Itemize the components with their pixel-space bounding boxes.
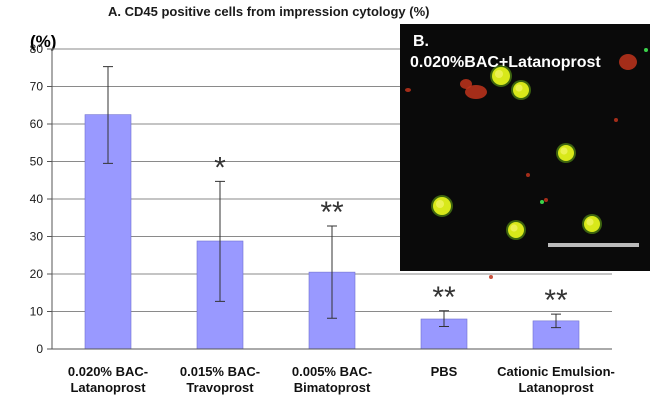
cell-highlight bbox=[586, 218, 594, 226]
red-debris bbox=[619, 54, 637, 70]
cell-highlight bbox=[510, 224, 518, 232]
y-tick-label: 0 bbox=[36, 342, 43, 356]
red-debris bbox=[544, 198, 548, 202]
significance-marker: * bbox=[214, 151, 226, 184]
red-debris bbox=[465, 85, 487, 99]
category-label: PBS bbox=[431, 364, 458, 379]
significance-marker: ** bbox=[320, 196, 344, 229]
micrograph-cells bbox=[405, 48, 648, 279]
category-label: Latanoprost bbox=[518, 380, 594, 395]
cell-highlight bbox=[435, 199, 445, 209]
red-debris bbox=[460, 79, 472, 89]
y-tick-label: 60 bbox=[30, 117, 44, 131]
significance-marker: ** bbox=[432, 281, 456, 314]
micrograph-inset: B. 0.020%BAC+Latanoprost bbox=[400, 24, 650, 279]
significance-marker: ** bbox=[544, 284, 568, 317]
y-tick-label: 20 bbox=[30, 267, 44, 281]
red-debris bbox=[489, 275, 493, 279]
red-debris bbox=[614, 118, 618, 122]
red-debris bbox=[526, 173, 530, 177]
red-debris bbox=[405, 88, 411, 92]
y-tick-label: 50 bbox=[30, 155, 44, 169]
category-label: 0.015% BAC- bbox=[180, 364, 260, 379]
green-dot bbox=[644, 48, 648, 52]
scale-bar bbox=[548, 243, 639, 247]
cell-highlight bbox=[515, 84, 523, 92]
y-tick-label: 80 bbox=[30, 42, 44, 56]
y-tick-labels: 0 10 20 30 40 50 60 70 80 bbox=[30, 42, 52, 356]
significance-markers: ***** ** bbox=[214, 151, 568, 317]
cell-highlight bbox=[494, 69, 504, 79]
category-label: Cationic Emulsion- bbox=[497, 364, 615, 379]
y-tick-label: 10 bbox=[30, 305, 44, 319]
chart-title: A. CD45 positive cells from impression c… bbox=[108, 4, 429, 19]
y-tick-label: 40 bbox=[30, 192, 44, 206]
inset-caption: 0.020%BAC+Latanoprost bbox=[410, 54, 601, 71]
category-label: Latanoprost bbox=[70, 380, 146, 395]
axes bbox=[51, 49, 612, 350]
y-tick-label: 70 bbox=[30, 80, 44, 94]
category-label: 0.020% BAC- bbox=[68, 364, 148, 379]
category-label: Travoprost bbox=[186, 380, 254, 395]
category-label: Bimatoprost bbox=[294, 380, 371, 395]
y-axis-unit-label: (%) bbox=[30, 32, 56, 51]
green-dot bbox=[540, 200, 544, 204]
category-label: 0.005% BAC- bbox=[292, 364, 372, 379]
cell-highlight bbox=[560, 147, 568, 155]
inset-panel-label: B. bbox=[413, 33, 429, 50]
error-bars bbox=[103, 66, 561, 329]
y-tick-label: 30 bbox=[30, 230, 44, 244]
